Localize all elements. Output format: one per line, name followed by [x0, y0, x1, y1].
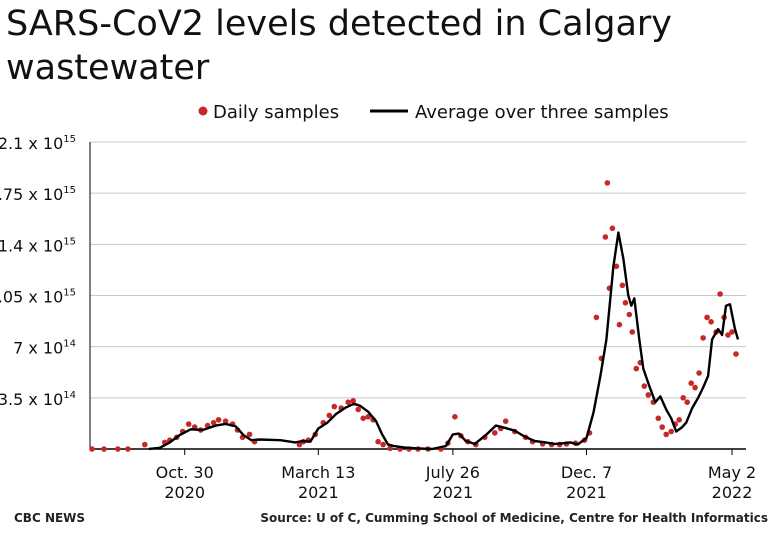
x-tick-label-year: 2021 — [298, 483, 339, 502]
daily-sample-point — [142, 441, 148, 448]
daily-sample-point — [345, 399, 352, 406]
x-tick-label-year: 2022 — [712, 483, 753, 502]
average-line — [148, 231, 740, 451]
daily-sample-point — [331, 403, 338, 410]
daily-sample-point — [350, 398, 357, 404]
x-tick-label-date: March 13 — [281, 463, 355, 482]
daily-sample-point — [688, 380, 694, 387]
daily-sample-point — [185, 421, 192, 427]
x-tick-label-date: July 26 — [425, 463, 480, 482]
gridlines — [90, 141, 746, 399]
daily-sample-point — [645, 392, 652, 398]
daily-sample-point — [633, 365, 640, 372]
daily-sample-point — [717, 291, 723, 297]
daily-sample-point — [684, 399, 690, 406]
daily-sample-point — [655, 415, 662, 422]
daily-sample-point — [619, 282, 626, 289]
daily-sample-point — [101, 446, 107, 452]
daily-samples-series — [89, 180, 739, 452]
daily-sample-point — [360, 415, 367, 422]
x-tick-label-year: 2021 — [566, 483, 607, 502]
y-tick-label: 1.4 x 1015 — [0, 236, 76, 255]
daily-sample-point — [452, 414, 458, 420]
daily-sample-point — [725, 332, 731, 338]
chart-legend: Daily samples Average over three samples — [198, 102, 669, 123]
daily-sample-point — [676, 417, 682, 423]
daily-sample-point — [659, 424, 665, 430]
x-tick-label-date: May 2 — [708, 463, 756, 482]
daily-sample-point — [89, 446, 95, 452]
legend-dot-marker — [198, 106, 208, 116]
daily-sample-point — [125, 446, 131, 452]
daily-sample-point — [593, 314, 600, 321]
footer-brand: CBC NEWS — [14, 511, 86, 525]
daily-sample-point — [380, 441, 386, 448]
daily-sample-point — [210, 419, 217, 426]
daily-sample-point — [733, 351, 739, 357]
daily-sample-point — [622, 300, 629, 306]
daily-sample-point — [604, 180, 611, 186]
y-tick-label: 3.5 x 1014 — [0, 390, 76, 409]
daily-sample-point — [696, 370, 702, 376]
y-tick-label: 7 x 1014 — [13, 339, 76, 358]
daily-sample-point — [365, 414, 371, 420]
daily-sample-point — [502, 418, 509, 425]
daily-sample-point — [387, 445, 393, 452]
daily-sample-point — [613, 263, 620, 270]
footer-source: Source: U of C, Cumming School of Medici… — [260, 511, 768, 525]
daily-sample-point — [680, 395, 686, 401]
daily-sample-point — [609, 225, 616, 232]
x-tick-label-year: 2020 — [164, 483, 205, 502]
daily-sample-point — [700, 335, 706, 341]
x-tick-label-date: Oct. 30 — [156, 463, 214, 482]
daily-sample-point — [704, 314, 710, 321]
daily-sample-point — [115, 446, 121, 452]
y-tick-label: 2.1 x 1015 — [0, 134, 76, 153]
y-tick-label: 1.75 x 1015 — [0, 185, 76, 204]
daily-sample-point — [355, 406, 362, 413]
x-tick-label-year: 2021 — [433, 483, 474, 502]
daily-sample-point — [708, 319, 714, 325]
daily-sample-point — [246, 431, 253, 438]
daily-sample-point — [668, 428, 674, 435]
daily-sample-point — [215, 417, 222, 423]
chart-title: SARS-CoV2 levels detected in Calgary was… — [6, 4, 673, 88]
daily-sample-point — [641, 383, 648, 389]
legend-label-daily: Daily samples — [213, 102, 339, 123]
daily-sample-point — [602, 234, 609, 240]
daily-sample-point — [616, 321, 623, 328]
daily-sample-point — [663, 431, 669, 438]
legend-label-average: Average over three samples — [415, 102, 669, 123]
daily-sample-point — [326, 412, 333, 419]
y-axis-ticks: 3.5 x 1014 7 x 1014 1.05 x 1015 1.4 x 1015 1… — [0, 134, 76, 409]
daily-sample-point — [692, 384, 698, 391]
daily-sample-point — [626, 311, 633, 318]
average-series — [148, 231, 740, 451]
x-tick-label-date: Dec. 7 — [561, 463, 612, 482]
daily-sample-point — [375, 438, 381, 445]
daily-sample-point — [222, 418, 229, 425]
y-tick-label: 1.05 x 1015 — [0, 288, 76, 307]
daily-sample-point — [629, 329, 636, 335]
daily-sample-point — [492, 430, 498, 436]
daily-sample-point — [296, 441, 303, 448]
daily-sample-point — [729, 329, 735, 335]
